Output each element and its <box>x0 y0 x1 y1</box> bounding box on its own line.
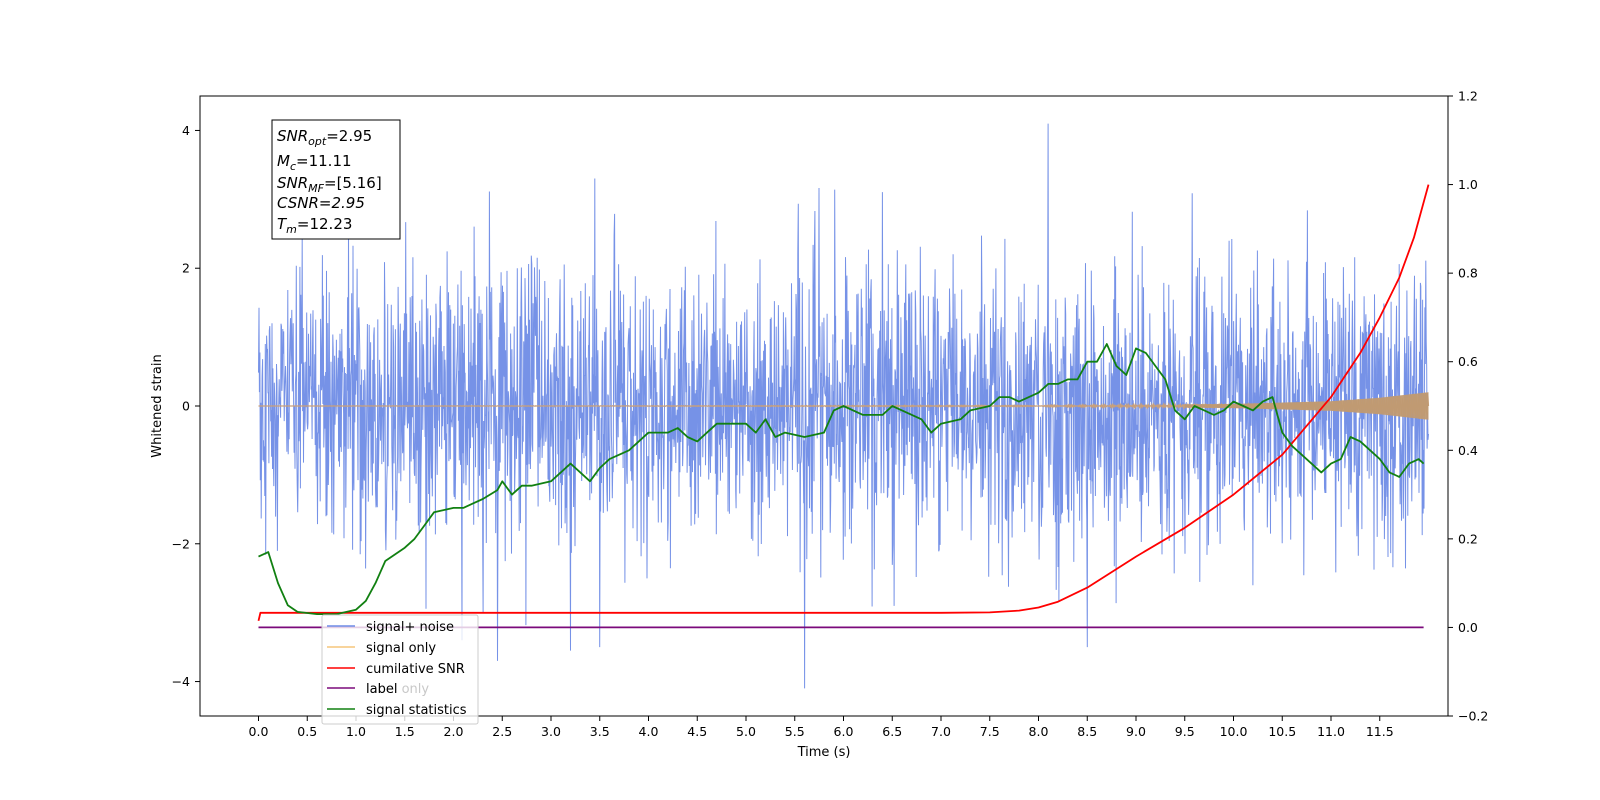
y-left-tick-label: −4 <box>172 674 190 689</box>
x-tick-label: 6.5 <box>882 724 902 739</box>
x-tick-label: 9.5 <box>1175 724 1195 739</box>
x-tick-label: 8.0 <box>1029 724 1049 739</box>
cumilative-snr-line <box>257 184 1430 622</box>
annotation-mc: Mc=11.11 <box>277 152 352 173</box>
y-axis-label: Whitened strain <box>150 354 165 457</box>
x-tick-label: 5.0 <box>736 724 756 739</box>
y-right-tick-label: 1.0 <box>1458 177 1478 192</box>
signal-noise-line <box>258 123 1429 689</box>
x-tick-label: 6.0 <box>834 724 854 739</box>
y-right-tick-label: 0.0 <box>1458 620 1478 635</box>
y-right-tick-label: 0.4 <box>1458 443 1478 458</box>
x-tick-label: 0.0 <box>249 724 269 739</box>
x-tick-label: 5.5 <box>785 724 805 739</box>
x-tick-label: 9.0 <box>1126 724 1146 739</box>
x-tick-label: 8.5 <box>1077 724 1097 739</box>
svg-text:label: label <box>366 682 397 697</box>
y-right-tick-label: −0.2 <box>1458 709 1488 724</box>
x-tick-label: 3.5 <box>590 724 610 739</box>
svg-text:label only: label only <box>366 682 429 697</box>
legend-item-signal-noise: signal+ noise <box>327 620 454 635</box>
legend-item-label-only-ghost: label only <box>366 682 429 697</box>
x-tick-label: 7.5 <box>980 724 1000 739</box>
signal-only-envelope <box>1184 392 1429 420</box>
y-left-tick-label: 2 <box>182 261 190 276</box>
svg-text:cumilative SNR: cumilative SNR <box>366 662 465 677</box>
legend-item-signal-statistics: signal statistics <box>327 703 467 718</box>
x-tick-label: 4.0 <box>639 724 659 739</box>
right-y-axis-ticks: 1.2 1.0 0.8 0.6 0.4 0.2 0.0 −0.2 <box>1448 89 1488 724</box>
x-axis-label: Time (s) <box>797 745 851 760</box>
y-right-tick-label: 0.2 <box>1458 531 1478 546</box>
signal-statistics-line <box>258 343 1425 615</box>
legend-item-label: label <box>327 682 397 697</box>
annotation-snr-opt: SNRopt=2.95 <box>277 127 372 148</box>
x-tick-label: 0.5 <box>297 724 317 739</box>
legend: signal+ noise signal only cumilative SNR… <box>321 614 479 725</box>
svg-text:signal+ noise: signal+ noise <box>366 620 454 635</box>
legend-item-cumilative-snr: cumilative SNR <box>327 662 465 677</box>
legend-item-signal-only: signal only <box>327 641 436 656</box>
annotation-snr-mf: SNRMF=[5.16] <box>277 174 382 195</box>
x-tick-label: 11.5 <box>1366 724 1394 739</box>
y-right-tick-label: 0.8 <box>1458 266 1478 281</box>
x-tick-label: 3.0 <box>541 724 561 739</box>
x-tick-label: 10.5 <box>1268 724 1296 739</box>
x-tick-label: 7.0 <box>931 724 951 739</box>
x-tick-label: 2.5 <box>492 724 512 739</box>
legend-box <box>321 614 479 725</box>
x-tick-label: 4.5 <box>687 724 707 739</box>
y-right-tick-label: 0.6 <box>1458 354 1478 369</box>
annotation-tm: Tm=12.23 <box>277 215 352 236</box>
left-y-axis-ticks: 4 2 0 −2 −4 <box>172 123 200 689</box>
x-tick-label: 1.5 <box>395 724 415 739</box>
svg-text:signal statistics: signal statistics <box>366 703 467 718</box>
x-tick-label: 2.0 <box>444 724 464 739</box>
y-left-tick-label: 4 <box>182 123 190 138</box>
x-tick-label: 10.0 <box>1220 724 1248 739</box>
x-tick-label: 11.0 <box>1317 724 1345 739</box>
y-left-tick-label: −2 <box>172 536 190 551</box>
signal-noise-series <box>258 123 1429 689</box>
svg-text:signal only: signal only <box>366 641 436 656</box>
y-right-tick-label: 1.2 <box>1458 89 1478 104</box>
x-tick-label: 1.0 <box>346 724 366 739</box>
annotation-box: SNRopt=2.95 Mc=11.11 SNRMF=[5.16] CSNR=2… <box>271 119 401 240</box>
y-left-tick-label: 0 <box>182 399 190 414</box>
annotation-csnr: CSNR=2.95 <box>277 194 365 212</box>
x-axis-ticks: 0.0 0.5 1.0 1.5 2.0 2.5 3.0 3.5 4.0 4.5 5.0 5.5 6.0 6… <box>249 716 1394 739</box>
